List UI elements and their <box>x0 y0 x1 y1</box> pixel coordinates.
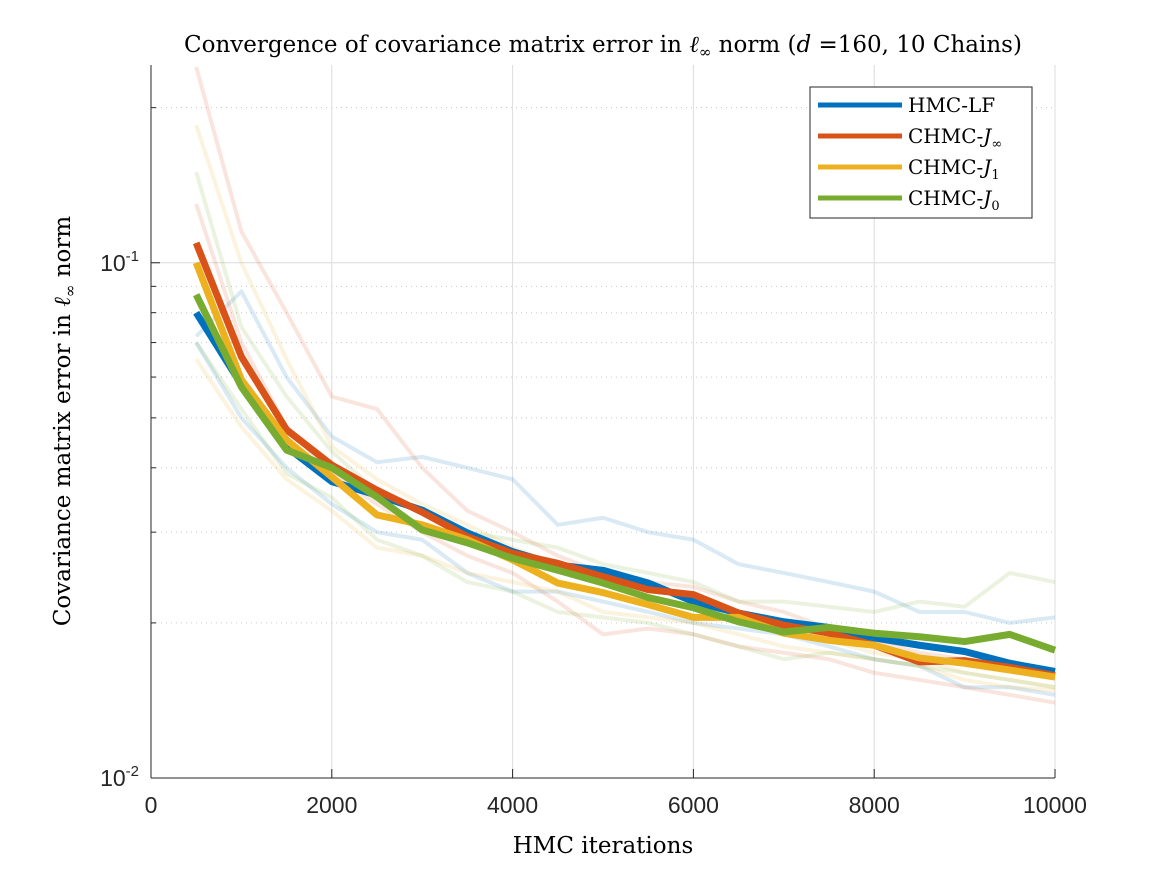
legend-label-var: J <box>979 186 992 210</box>
grid <box>151 65 1056 778</box>
legend-label-sub: 1 <box>991 168 999 183</box>
legend-label: CHMC-J∞ <box>908 124 1002 152</box>
y-tick-label: 10-1 <box>100 248 139 276</box>
x-tick-label: 8000 <box>849 792 900 818</box>
title-part: ℓ <box>689 32 699 58</box>
x-tick-label: 4000 <box>487 792 538 818</box>
x-tick-label: 0 <box>145 792 158 818</box>
y-tick-exponent: -1 <box>126 248 139 265</box>
x-axis-label: HMC iterations <box>513 833 694 859</box>
legend-label-sub: ∞ <box>991 137 1002 152</box>
legend-label-prefix: CHMC- <box>908 186 983 210</box>
ylabel-part: ∞ <box>61 285 79 298</box>
y-tick-base: 10 <box>100 250 126 276</box>
chain-line <box>194 171 1056 614</box>
y-axis-label: Covariance matrix error in ℓ∞ norm <box>50 216 79 627</box>
y-tick-base: 10 <box>100 765 126 791</box>
y-tick-label: 10-2 <box>100 763 139 791</box>
series-line-chmc-j1 <box>192 261 1056 681</box>
chain-line <box>194 289 1056 625</box>
x-tick-label: 2000 <box>306 792 357 818</box>
title-part: norm ( <box>711 32 796 58</box>
ylabel-part: ℓ <box>50 297 76 307</box>
legend-label: CHMC-J1 <box>908 155 1000 183</box>
chain-line <box>194 341 1056 690</box>
title-part: ∞ <box>699 43 712 61</box>
chain-line <box>194 203 1056 705</box>
legend-label: HMC-LF <box>908 93 995 117</box>
ylabel-part: norm <box>50 216 76 285</box>
y-tick-exponent: -2 <box>126 763 139 780</box>
legend-label-var: J <box>979 124 992 148</box>
title-part: =160, 10 Chains) <box>811 32 1022 58</box>
chain-line <box>194 341 1056 697</box>
legend-label-sub: 0 <box>991 199 999 214</box>
x-tick-label: 10000 <box>1023 792 1087 818</box>
legend-label-prefix: CHMC- <box>908 155 983 179</box>
legend-label-prefix: HMC-LF <box>908 93 995 117</box>
series-lines <box>192 241 1057 681</box>
chart-title: Convergence of covariance matrix error i… <box>184 32 1022 61</box>
title-part: Convergence of covariance matrix error i… <box>184 32 689 58</box>
legend-label-var: J <box>979 155 992 179</box>
legend-label-prefix: CHMC- <box>908 124 983 148</box>
chain-line <box>194 358 1056 693</box>
title-part: d <box>796 32 811 58</box>
legend-label: CHMC-J0 <box>908 186 1000 214</box>
series-line-chmc-j0 <box>193 293 1057 654</box>
ylabel-part: Covariance matrix error in <box>50 307 76 626</box>
x-tick-label: 6000 <box>668 792 719 818</box>
